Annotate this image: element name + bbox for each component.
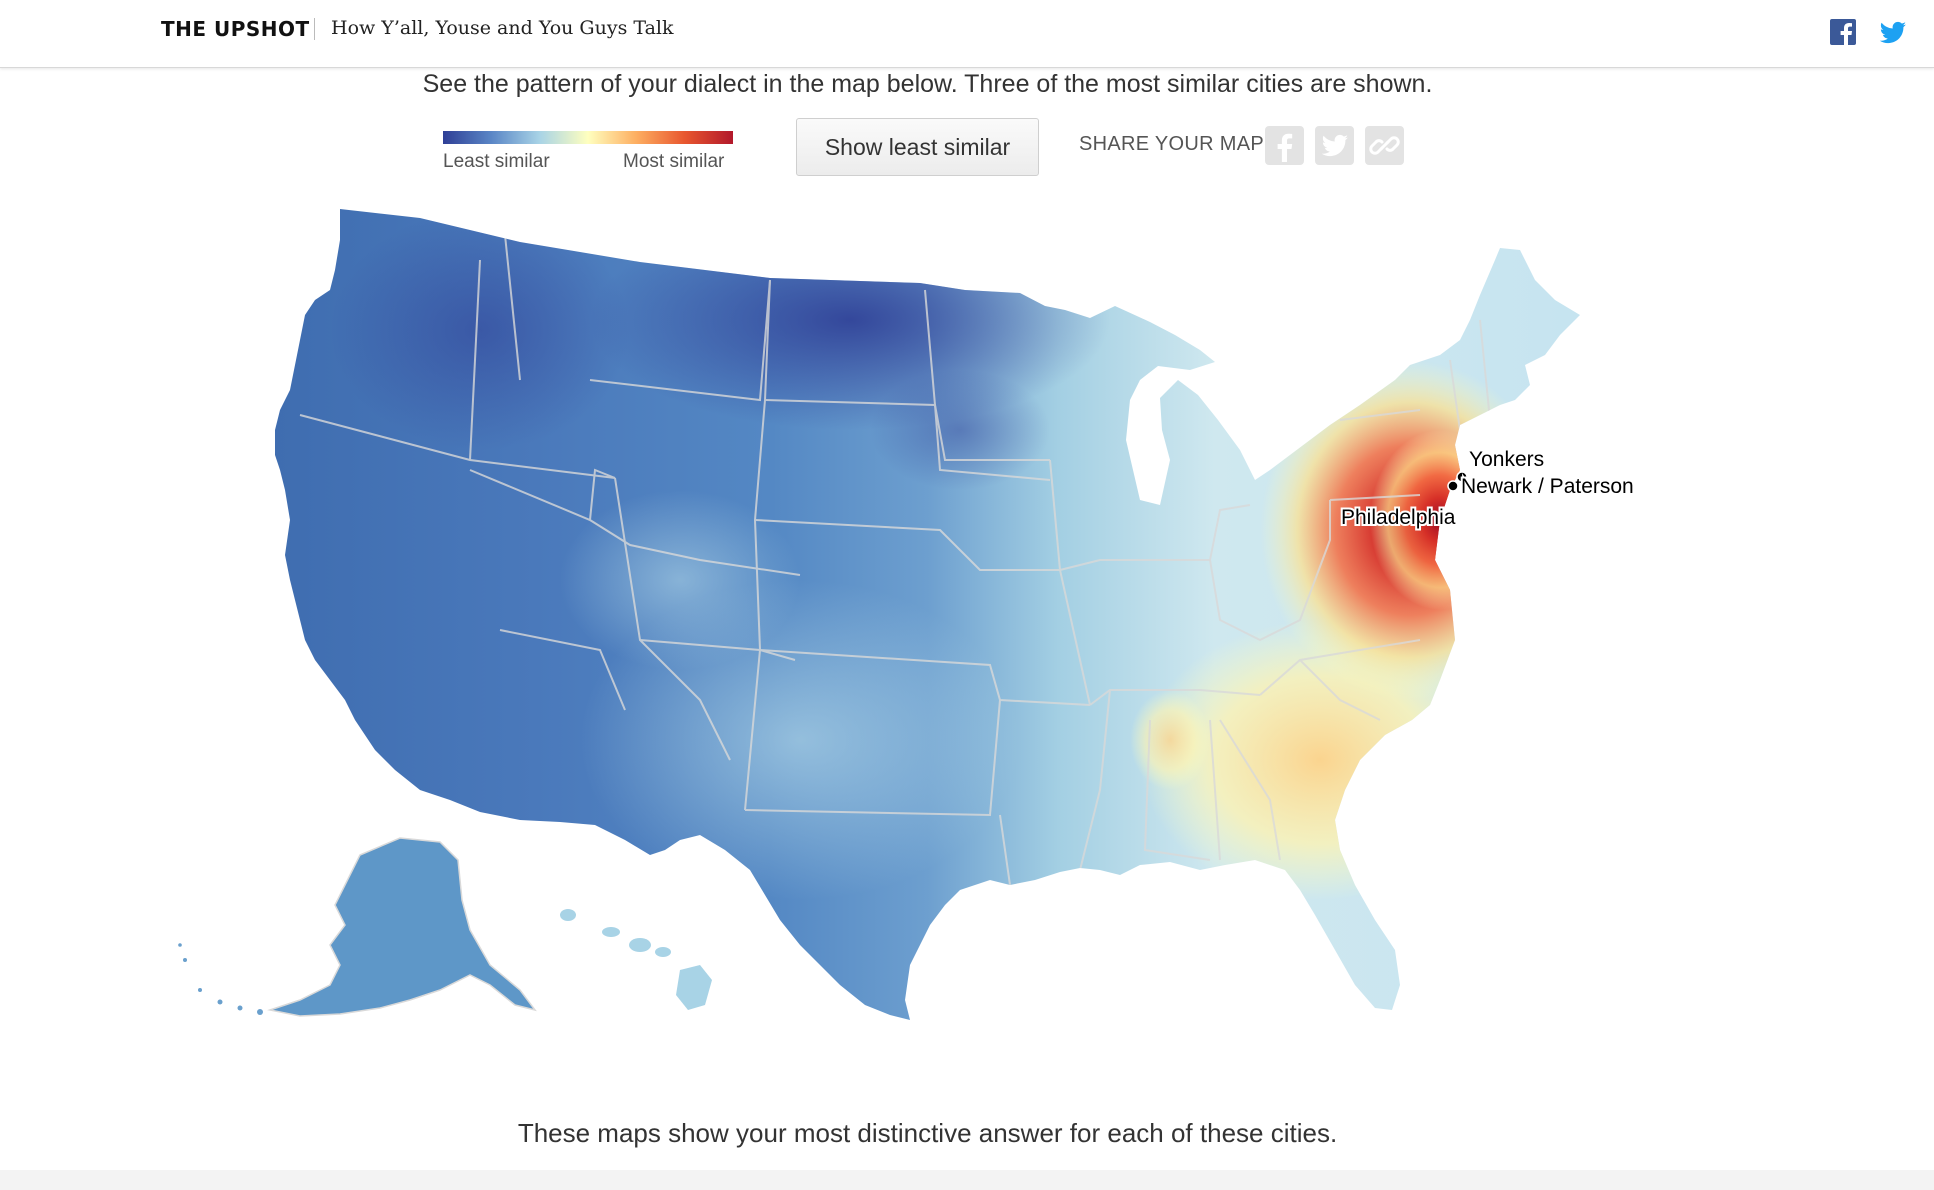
dialect-similarity-map[interactable]: Yonkers Newark / Paterson Philadelphia <box>0 180 1934 1040</box>
footer-text: These maps show your most distinctive an… <box>517 1118 1338 1148</box>
top-bar: THE UPSHOT How Y’all, Youse and You Guys… <box>0 0 1934 68</box>
similarity-color-scale <box>443 131 733 144</box>
city-marker-philadelphia[interactable]: Philadelphia <box>1339 504 1458 531</box>
intro-text: See the pattern of your dialect in the m… <box>422 70 1433 98</box>
share-twitter-button[interactable] <box>1315 126 1354 165</box>
city-label-newark-paterson: Newark / Paterson <box>1461 475 1634 498</box>
share-facebook-button[interactable] <box>1265 126 1304 165</box>
link-icon <box>1369 136 1400 155</box>
share-link-button[interactable] <box>1365 126 1404 165</box>
city-marker-newark-paterson[interactable]: Newark / Paterson <box>1447 473 1636 500</box>
twitter-icon[interactable] <box>1878 18 1906 46</box>
city-label-yonkers: Yonkers <box>1469 448 1544 471</box>
bottom-strip <box>0 1170 1934 1190</box>
share-map-label: SHARE YOUR MAP: <box>1079 133 1270 155</box>
alaska-region <box>267 837 537 1017</box>
header-divider <box>314 18 315 40</box>
legend-least-label: Least similar <box>443 151 550 172</box>
facebook-icon <box>1277 133 1293 162</box>
hawaii-region <box>560 909 712 1010</box>
facebook-icon[interactable] <box>1829 18 1857 46</box>
article-title[interactable]: How Y’all, Youse and You Guys Talk <box>331 17 674 39</box>
aleutian-islands <box>178 943 263 1015</box>
city-label-philadelphia: Philadelphia <box>1341 506 1456 529</box>
state-borders <box>299 234 1491 886</box>
legend-most-label: Most similar <box>623 151 725 172</box>
brand-logo[interactable]: THE UPSHOT <box>161 17 310 41</box>
twitter-icon <box>1321 134 1348 157</box>
show-least-similar-button[interactable]: Show least similar <box>796 118 1039 176</box>
city-marker-yonkers[interactable]: Yonkers <box>1456 446 1546 483</box>
